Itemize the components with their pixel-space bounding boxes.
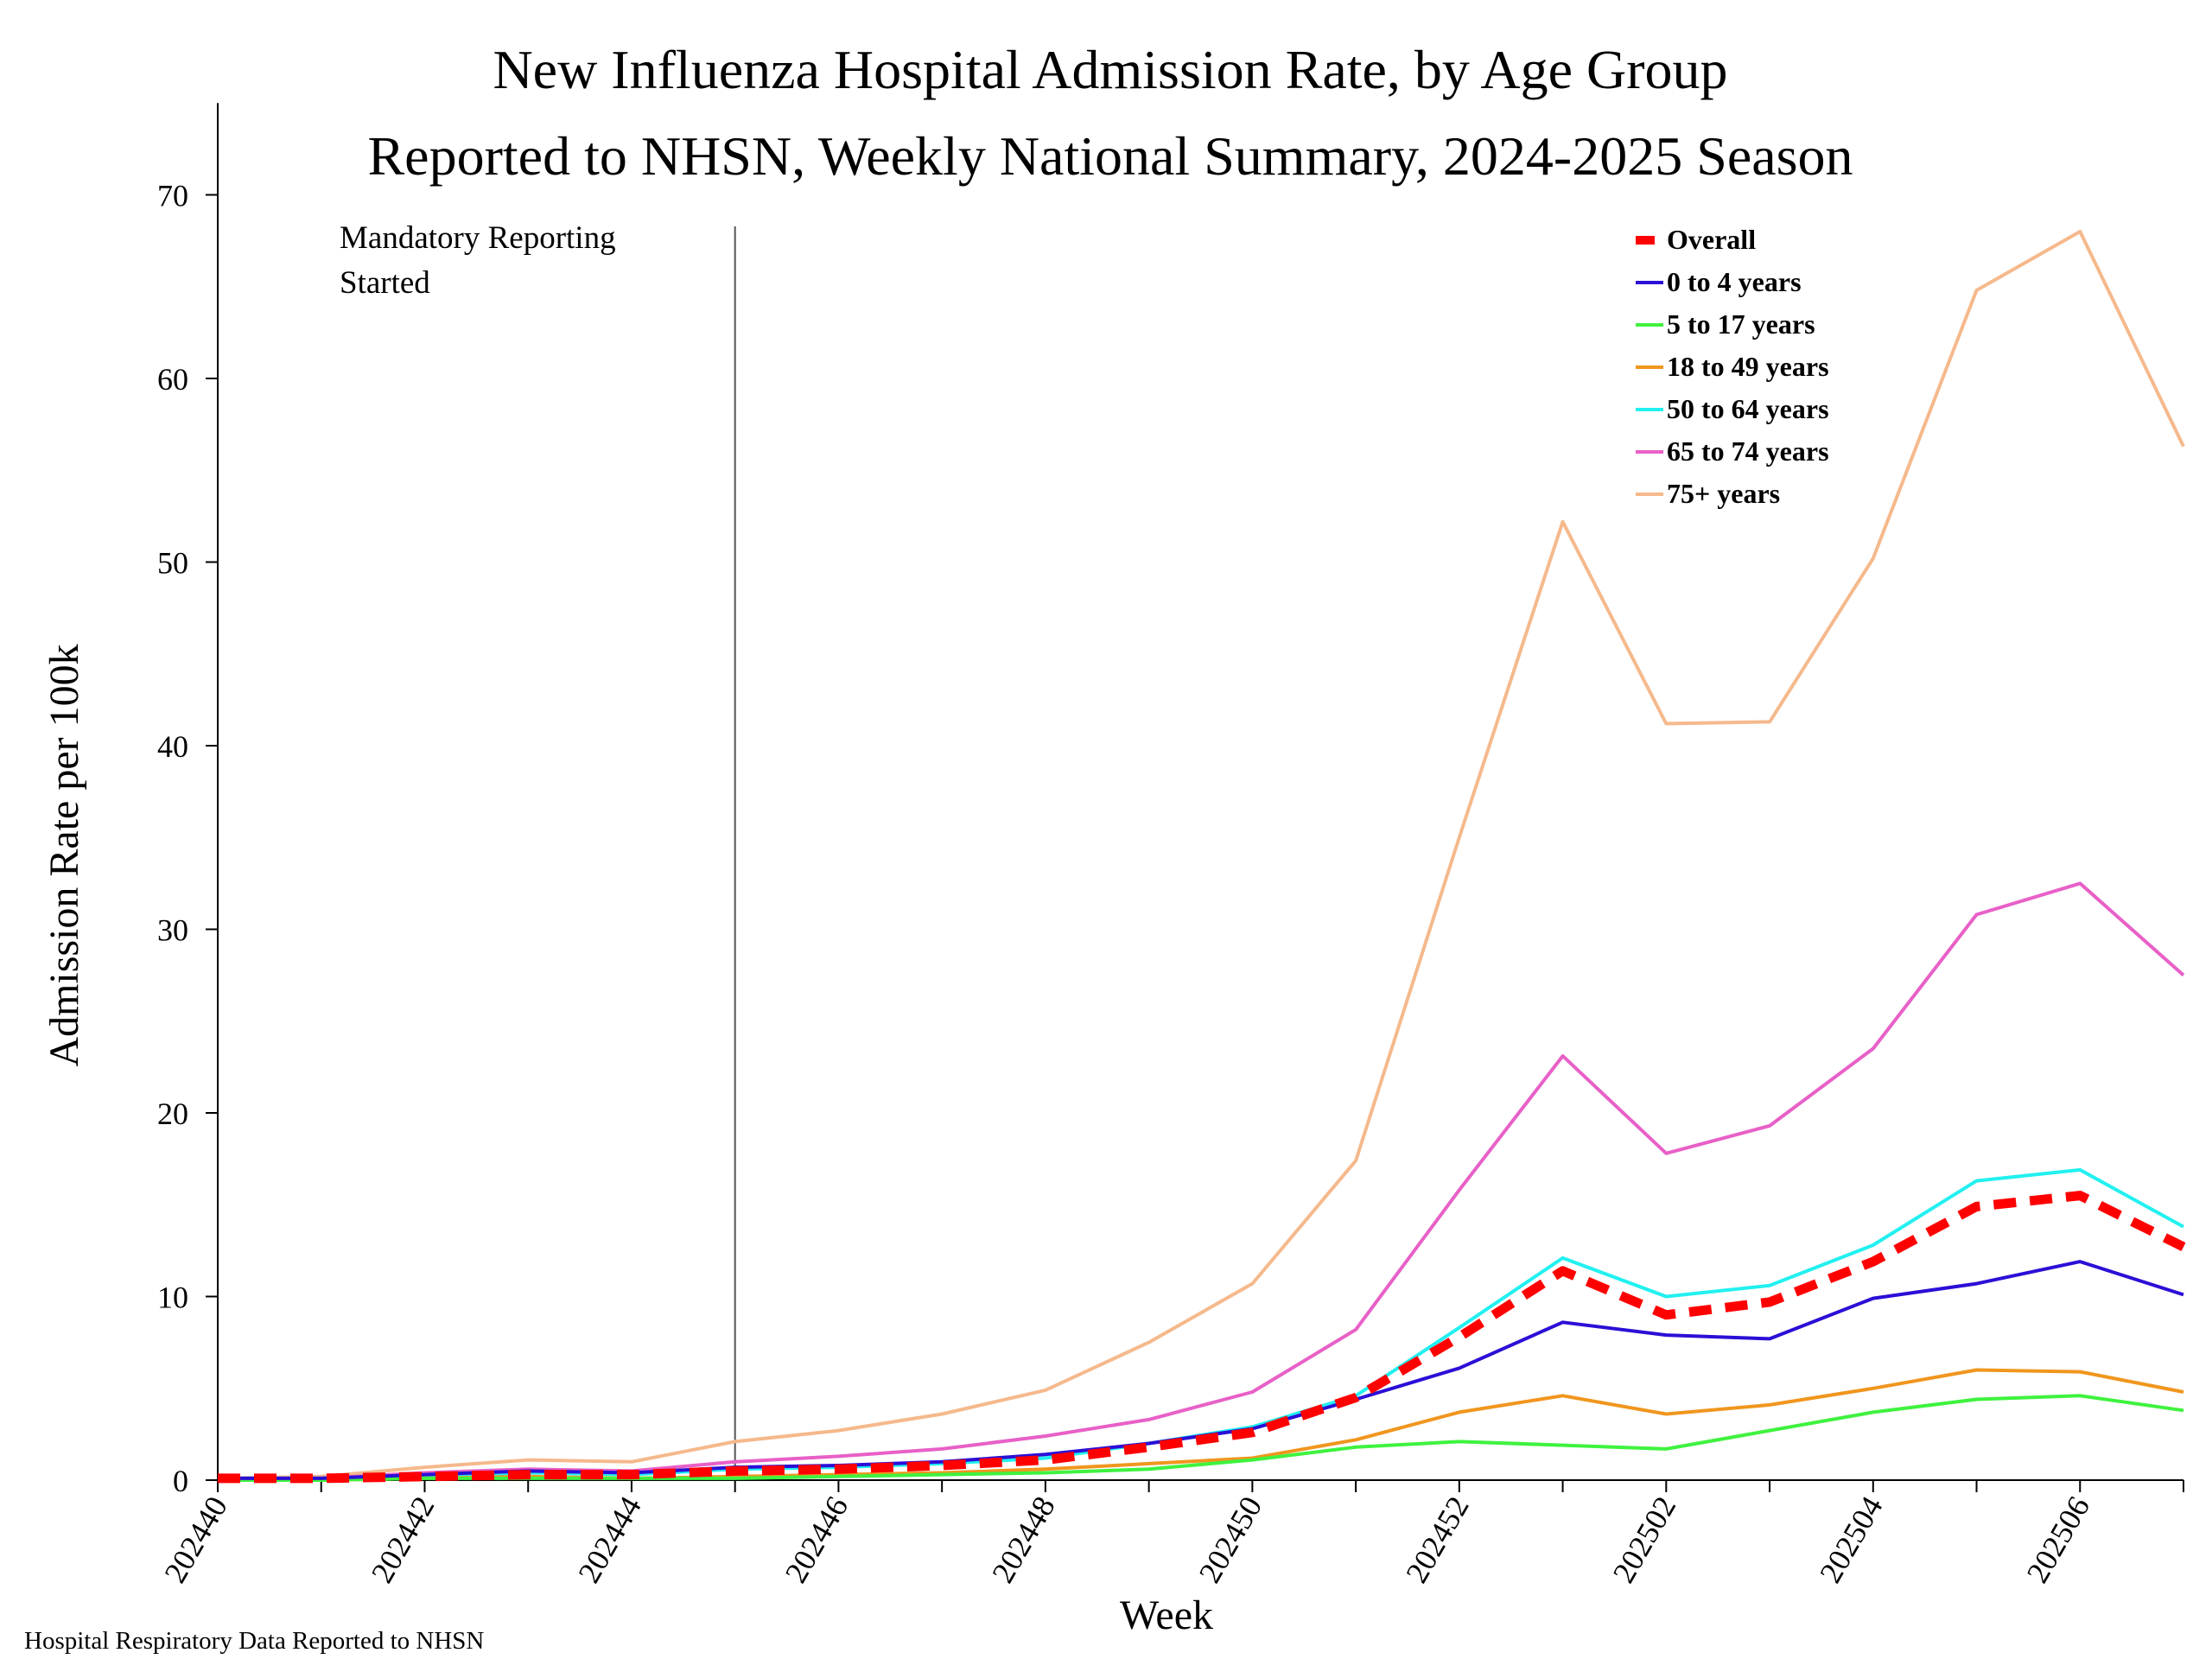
legend-label: 0 to 4 years bbox=[1667, 266, 1802, 297]
series-line-75-years bbox=[217, 230, 2185, 1480]
legend-label: 75+ years bbox=[1667, 478, 1780, 509]
x-tick-label: 202444 bbox=[571, 1491, 648, 1589]
x-axis-label: Week bbox=[1120, 1592, 1213, 1638]
series-line-overall bbox=[218, 1191, 2186, 1484]
x-tick-label: 202504 bbox=[1813, 1491, 1890, 1589]
legend-label: 50 to 64 years bbox=[1667, 393, 1829, 424]
legend-label: 65 to 74 years bbox=[1667, 435, 1829, 467]
y-tick-label: 10 bbox=[157, 1281, 188, 1315]
x-tick-label: 202506 bbox=[2020, 1491, 2097, 1589]
x-tick-label: 202502 bbox=[1606, 1491, 1683, 1589]
series-line-65-to-74-years bbox=[218, 881, 2185, 1480]
y-tick-label: 50 bbox=[157, 546, 188, 581]
annotation-text-line1: Mandatory Reporting bbox=[340, 220, 616, 256]
x-tick-label: 202450 bbox=[1192, 1491, 1269, 1589]
y-tick-label: 60 bbox=[157, 362, 188, 397]
y-tick-label: 40 bbox=[157, 729, 188, 764]
y-axis: 0 10 20 30 40 50 60 70 bbox=[157, 103, 219, 1498]
x-tick-label: 202452 bbox=[1399, 1491, 1476, 1589]
y-tick-label: 20 bbox=[157, 1096, 188, 1131]
series-line-0-to-4-years bbox=[218, 1260, 2184, 1480]
legend-label: 5 to 17 years bbox=[1667, 308, 1815, 340]
y-tick-label: 0 bbox=[173, 1464, 188, 1498]
y-axis-label: Admission Rate per 100k bbox=[41, 644, 87, 1066]
y-tick-label: 30 bbox=[157, 913, 188, 948]
y-tick-label: 70 bbox=[157, 179, 188, 213]
legend: Overall 0 to 4 years 5 to 17 years 18 to 49… bbox=[1636, 224, 1829, 509]
footer-source: Hospital Respiratory Data Reported to NH… bbox=[24, 1627, 484, 1655]
x-tick-label: 202440 bbox=[157, 1491, 234, 1589]
mandatory-reporting-annotation: Mandatory Reporting Started bbox=[340, 220, 736, 1480]
legend-label: Overall bbox=[1667, 224, 1756, 255]
annotation-text-line2: Started bbox=[340, 265, 430, 301]
x-tick-label: 202442 bbox=[365, 1491, 442, 1589]
x-tick-label: 202448 bbox=[985, 1491, 1062, 1589]
chart-subtitle: Reported to NHSN, Weekly National Summar… bbox=[367, 125, 1853, 187]
x-tick-label: 202446 bbox=[779, 1491, 855, 1589]
legend-label: 18 to 49 years bbox=[1667, 351, 1829, 382]
chart-title: New Influenza Hospital Admission Rate, b… bbox=[493, 39, 1727, 100]
x-axis: 202440 202442 202444 202446 202448 202450 2024… bbox=[157, 1479, 2184, 1589]
series-line-50-to-64-years bbox=[218, 1167, 2184, 1480]
series-layer bbox=[217, 230, 2186, 1484]
